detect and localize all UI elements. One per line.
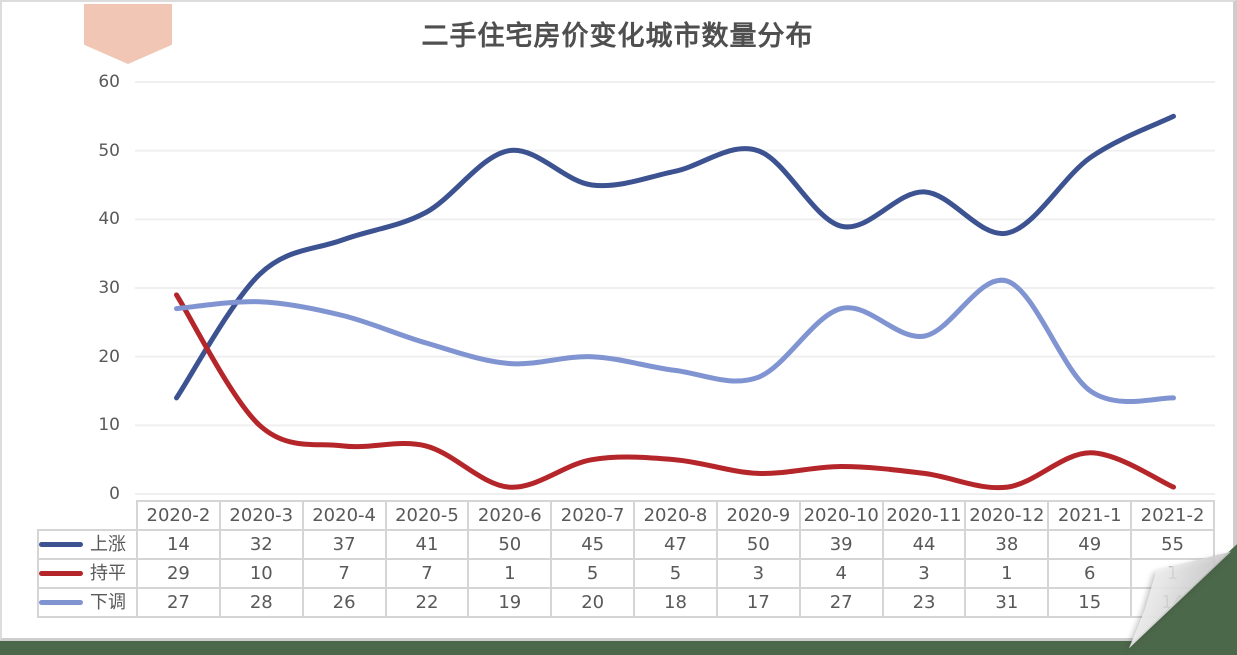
table-row-flat: 持平 29 10 7 7 1 5 5 3 4 3 1 6 1 [37,558,1215,589]
chart-title: 二手住宅房价变化城市数量分布 [421,21,814,52]
value-cell: 3 [881,558,967,589]
value-cell: 44 [881,529,967,560]
value-cell: 27 [798,587,884,618]
value-cell: 50 [715,529,801,560]
value-cell: 31 [964,587,1050,618]
legend-swatch-icon [40,571,83,576]
value-cell: 7 [384,558,470,589]
legend-cell: 下调 [37,587,138,618]
column-header: 2020-4 [301,500,387,531]
column-header: 2020-11 [881,500,967,531]
value-cell: 20 [550,587,636,618]
value-cell: 5 [633,558,718,589]
value-cell: 32 [218,529,304,560]
value-cell: 4 [798,558,884,589]
y-tick-label: 10 [98,415,120,436]
legend-cell: 上涨 [37,529,138,560]
column-header: 2020-5 [384,500,470,531]
value-cell: 15 [1047,587,1133,618]
value-cell: 26 [301,587,387,618]
chart-card: 二手住宅房价变化城市数量分布 0 10 20 30 40 50 60 2020-2 2020-… [0,0,1237,641]
table-corner-cell [38,501,137,530]
column-header: 2020-8 [633,500,718,531]
y-tick-label: 40 [98,209,120,230]
y-tick-label: 60 [98,72,120,92]
value-cell: 28 [218,587,304,618]
legend-label: 上涨 [90,534,126,555]
value-cell: 49 [1047,529,1133,560]
value-cell: 3 [715,558,801,589]
legend-label: 持平 [90,563,126,584]
data-table: 2020-2 2020-3 2020-4 2020-5 2020-6 2020-7 2020… [37,500,1215,618]
y-tick-label: 50 [98,140,120,161]
value-cell: 39 [798,529,884,560]
value-cell: 1 [467,558,553,589]
column-header: 2020-7 [550,500,636,531]
legend-cell: 持平 [37,558,138,589]
value-cell: 23 [881,587,967,618]
table-body: 上涨 14 32 37 41 50 45 47 50 39 44 38 49 55 持平 29 10 7 7 1 5 5 3… [37,529,1215,618]
series-line-rise [174,113,1176,401]
column-header: 2020-6 [467,500,553,531]
column-header: 2020-3 [218,500,304,531]
value-cell: 14 [1130,587,1215,618]
column-header: 2020-2 [136,500,221,531]
value-cell: 41 [384,529,470,560]
value-cell: 6 [1047,558,1133,589]
value-cell: 10 [218,558,304,589]
value-cell: 22 [384,587,470,618]
value-cell: 38 [964,529,1050,560]
column-header: 2020-10 [798,500,884,531]
value-cell: 19 [467,587,553,618]
table-header-row: 2020-2 2020-3 2020-4 2020-5 2020-6 2020-7 2020… [38,500,1215,531]
legend-swatch-icon [40,542,83,547]
value-cell: 47 [633,529,718,560]
value-cell: 5 [550,558,636,589]
value-cell: 45 [550,529,636,560]
value-cell: 7 [301,558,387,589]
line-chart [135,81,1215,495]
table-header-row: 2020-2 2020-3 2020-4 2020-5 2020-6 2020-7 2020… [38,500,1215,531]
column-header: 2021-2 [1130,500,1215,531]
legend-label: 下调 [90,592,126,613]
value-cell: 50 [467,529,553,560]
value-cell: 29 [136,558,221,589]
value-cell: 1 [1130,558,1215,589]
column-header: 2021-1 [1047,500,1133,531]
table-row-rise: 上涨 14 32 37 41 50 45 47 50 39 44 38 49 55 [37,529,1215,560]
series-line-flat [174,292,1176,491]
value-cell: 17 [715,587,801,618]
value-cell: 1 [964,558,1050,589]
value-cell: 55 [1130,529,1215,560]
value-cell: 37 [301,529,387,560]
column-header: 2020-9 [715,500,801,531]
y-tick-label: 30 [98,278,120,298]
series-line-down [174,277,1176,405]
y-tick-label: 20 [98,346,120,367]
legend-swatch-icon [40,600,83,605]
y-tick-label: 0 [109,484,120,504]
value-cell: 14 [136,529,221,560]
column-header: 2020-12 [964,500,1050,531]
table-row-down: 下调 27 28 26 22 19 20 18 17 27 23 31 15 14 [37,587,1215,618]
value-cell: 27 [136,587,221,618]
value-cell: 18 [633,587,718,618]
